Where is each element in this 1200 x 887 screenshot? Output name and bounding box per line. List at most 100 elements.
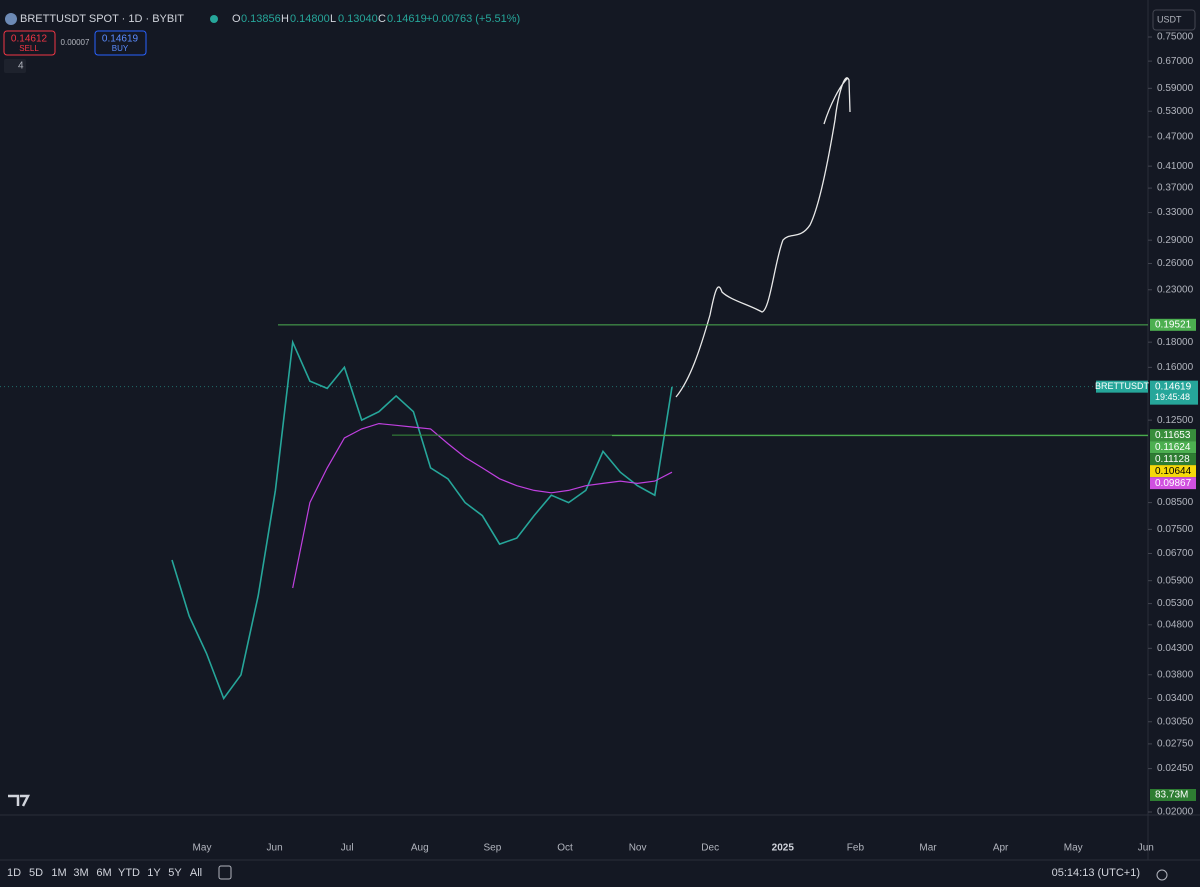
settings-icon[interactable] [1156,869,1168,881]
price-tag [1150,453,1196,466]
ohlc-label: L [330,13,336,25]
y-tick-label: 0.07500 [1157,524,1194,535]
buy-price: 0.14619 [102,34,139,45]
price-tag [1150,429,1196,442]
y-tick-label: 0.26000 [1157,258,1194,269]
range-button[interactable]: 3M [73,867,88,879]
price-tag-text: 0.19521 [1155,319,1192,330]
y-tick-label: 0.04800 [1157,619,1194,630]
x-tick-label: 2025 [772,843,795,854]
calendar-icon[interactable] [218,865,232,880]
y-tick-label: 0.05300 [1157,598,1194,609]
indicator-toggle[interactable] [4,59,26,73]
price-tag-text: 0.09867 [1155,478,1192,489]
price-line [171,339,673,701]
x-tick-label: Jul [341,843,354,854]
spread: 0.00007 [61,38,90,47]
y-tick-label: 0.41000 [1157,161,1194,172]
ohlc-label: O [232,13,241,25]
y-tick-label: 0.23000 [1157,284,1194,295]
y-tick-label: 0.47000 [1157,132,1194,143]
y-tick-label: 0.06700 [1157,548,1194,559]
volume-tag-text: 83.73M [1155,790,1188,801]
y-tick-label: 0.33000 [1157,207,1194,218]
drawing [675,77,851,398]
ohlc-label: C [378,13,386,25]
x-tick-label: Apr [993,843,1009,854]
y-tick-label: 0.02750 [1157,739,1194,750]
price-tag-text: 0.11653 [1155,430,1191,441]
y-tick-label: 0.04300 [1157,643,1194,654]
y-tick-label: 0.16000 [1157,362,1194,373]
price-tag [1150,465,1196,478]
x-tick-label: May [193,843,212,854]
x-tick-label: Nov [629,843,647,854]
countdown: 19:45:48 [1155,392,1190,402]
clock: 05:14:13 (UTC+1) [1052,867,1140,879]
sell-button[interactable] [3,30,56,56]
price-tag-text: 0.10644 [1155,466,1192,477]
currency-button[interactable] [1152,9,1196,31]
status-dot [210,15,218,23]
volume-tag [1150,789,1196,801]
range-button[interactable]: 1Y [147,867,161,879]
range-button[interactable]: 6M [96,867,111,879]
x-tick-label: May [1064,843,1083,854]
y-tick-label: 0.08500 [1157,497,1194,508]
logo [8,794,31,807]
y-tick-label: 0.75000 [1157,32,1194,43]
range-button[interactable]: 1D [7,867,21,879]
indicator-count: 4 [18,61,24,72]
y-tick-label: 0.05900 [1157,575,1194,586]
y-tick-label: 0.18000 [1157,337,1194,348]
x-tick-label: Jun [1138,843,1154,854]
ohlc-value: 0.13856 [241,13,281,25]
y-tick-label: 0.67000 [1157,56,1194,67]
y-tick-label: 0.12500 [1157,415,1194,426]
ohlc-value: 0.14619 [387,13,427,25]
price-tag-text: 0.11128 [1155,454,1190,465]
symbol-icon [5,13,17,25]
y-tick-label: 0.03800 [1157,669,1194,680]
sell-price: 0.14612 [11,34,48,45]
price-tag [1150,441,1196,454]
x-tick-label: Aug [411,843,429,854]
y-tick-label: 0.29000 [1157,235,1194,246]
sell-label: SELL [19,44,39,53]
y-tick-label: 0.53000 [1157,106,1194,117]
buy-label: BUY [112,44,129,53]
x-tick-label: Feb [847,843,865,854]
range-button[interactable]: All [190,867,202,879]
price-line [292,422,673,589]
change: +0.00763 (+5.51%) [426,13,520,25]
x-tick-label: Jun [267,843,283,854]
symbol: BRETTUSDT SPOT · 1D · BYBIT [20,13,184,25]
y-tick-label: 0.59000 [1157,83,1194,94]
x-tick-label: Oct [557,843,573,854]
range-button[interactable]: 1M [51,867,66,879]
range-button[interactable]: 5D [29,867,43,879]
ohlc-label: H [281,13,289,25]
range-button[interactable]: 5Y [168,867,182,879]
x-tick-label: Sep [484,843,502,854]
price-tag-text: 0.14619 [1155,381,1192,392]
y-tick-label: 0.03050 [1157,716,1194,727]
price-tag [1150,318,1196,331]
name-tag-text: BRETTUSDT [1095,381,1150,391]
price-tag [1150,477,1196,490]
x-tick-label: Mar [919,843,937,854]
currency: USDT [1157,14,1182,24]
price-tag-text: 0.11624 [1155,442,1191,453]
range-button[interactable]: YTD [118,867,140,879]
buy-button[interactable] [94,30,147,56]
y-tick-label: 0.03400 [1157,693,1194,704]
name-tag [1096,380,1148,393]
y-tick-label: 0.37000 [1157,183,1194,194]
ohlc-value: 0.14800 [290,13,330,25]
price-tag [1150,380,1198,405]
x-tick-label: Dec [701,843,719,854]
ohlc-value: 0.13040 [338,13,378,25]
